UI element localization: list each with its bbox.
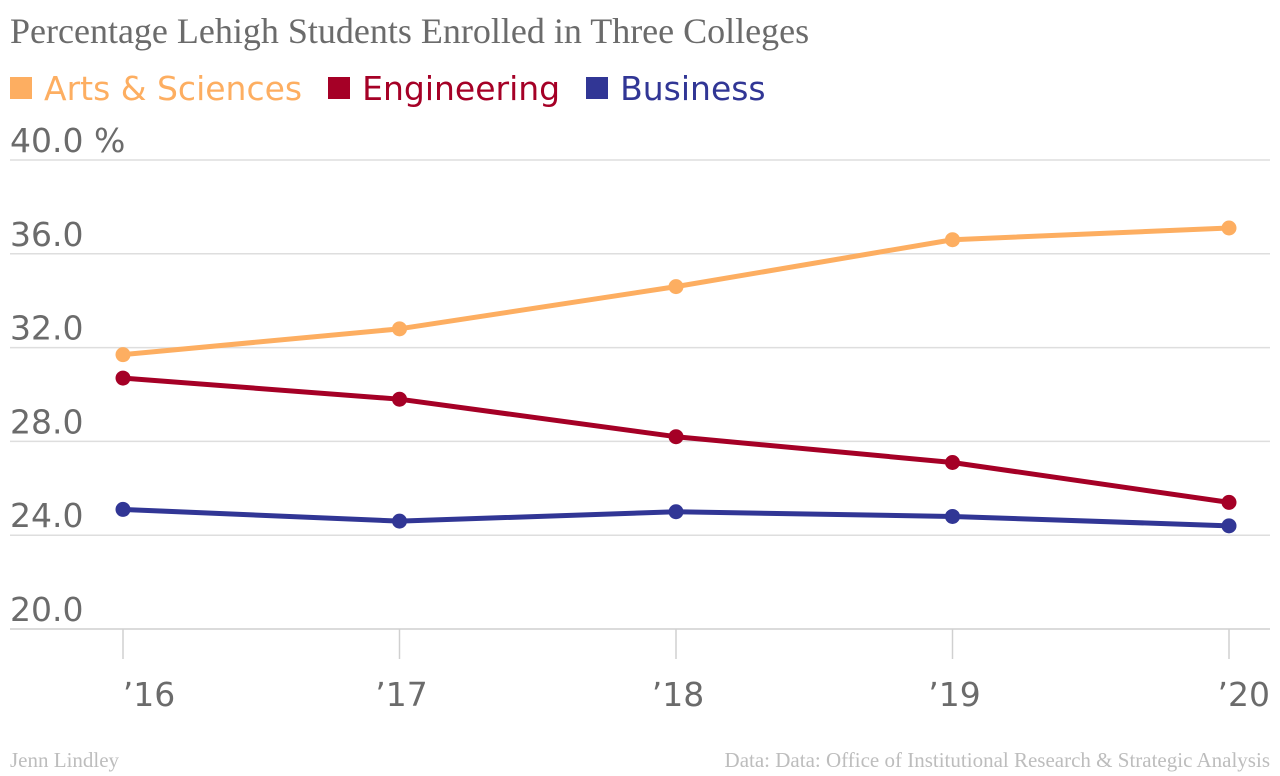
chart-title: Percentage Lehigh Students Enrolled in T…	[10, 11, 810, 51]
data-point	[945, 508, 960, 524]
legend-label: Arts & Sciences	[44, 68, 303, 108]
y-tick-label: 28.0	[10, 402, 83, 441]
legend-item: Business	[586, 69, 766, 108]
data-point	[945, 232, 960, 248]
data-point	[115, 501, 131, 517]
credit: Jenn Lindley	[10, 748, 120, 772]
legend-swatch	[10, 77, 32, 99]
legend: Arts & Sciences Engineering Business	[10, 66, 792, 110]
data-point	[115, 370, 131, 386]
data-point	[1221, 220, 1237, 236]
data-point	[392, 391, 407, 407]
x-tick-label: ’18	[652, 675, 704, 714]
data-point	[392, 513, 407, 529]
legend-label: Engineering	[362, 68, 561, 108]
x-tick-label: ’17	[375, 675, 427, 714]
y-tick-label: 24.0	[10, 496, 83, 535]
source-note: Data: Data: Office of Institutional Rese…	[724, 748, 1270, 772]
data-point	[668, 279, 684, 295]
y-tick-label: 20.0	[10, 590, 83, 629]
data-point	[392, 321, 407, 337]
x-tick-label: ’19	[928, 675, 980, 714]
y-tick-label: 40.0 %	[10, 121, 125, 160]
legend-swatch	[586, 77, 609, 99]
legend-item: Engineering	[328, 69, 560, 108]
data-point	[115, 347, 131, 363]
y-tick-label: 32.0	[10, 309, 83, 348]
data-point	[945, 455, 960, 471]
data-point	[1221, 518, 1237, 534]
legend-label: Business	[620, 68, 766, 108]
x-tick-label: ’16	[123, 675, 175, 714]
x-tick-label: ’20	[1218, 675, 1270, 714]
data-point	[1221, 494, 1237, 510]
data-point	[668, 429, 684, 445]
data-point	[668, 504, 684, 520]
legend-swatch	[328, 77, 351, 99]
y-tick-label: 36.0	[10, 215, 83, 254]
legend-item: Arts & Sciences	[10, 69, 302, 108]
